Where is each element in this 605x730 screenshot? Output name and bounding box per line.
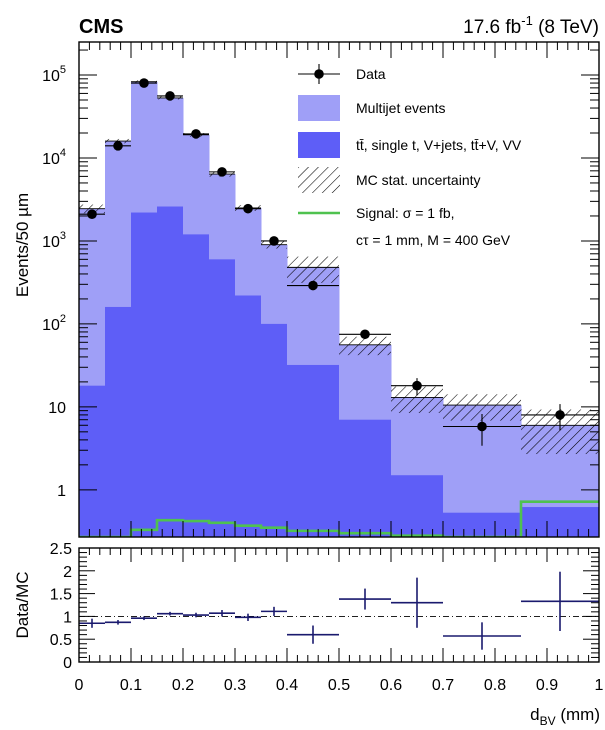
y-tick-label: 105	[42, 64, 66, 85]
main-histogram-stack	[79, 81, 599, 537]
x-tick-label: 0.7	[432, 677, 454, 694]
y-tick-label: 103	[42, 230, 66, 251]
data-point	[477, 421, 487, 432]
ttbar-bar	[235, 295, 262, 537]
legend: Data Multijet events tt̄, single t, V+jets…	[298, 64, 522, 248]
ratio-plot-frame	[78, 547, 600, 663]
legend-label: Multijet events	[356, 100, 445, 116]
y-tick-base: 10	[42, 234, 60, 251]
ttbar-bar	[339, 419, 392, 537]
data-point	[269, 236, 279, 246]
data-point	[308, 280, 318, 291]
ratio-y-tick-label: 1.5	[50, 587, 72, 604]
data-points	[79, 78, 599, 446]
data-point	[165, 91, 175, 101]
legend-ttbar-swatch	[298, 132, 340, 158]
ttbar-bar	[209, 259, 236, 537]
ratio-y-tick-label: 1	[63, 609, 72, 626]
y-tick-exp: 4	[60, 147, 66, 159]
ttbar-bar	[131, 212, 158, 537]
ttbar-bar	[391, 475, 444, 537]
legend-label: Signal: σ = 1 fb,	[356, 205, 455, 221]
data-point	[412, 380, 422, 391]
main-y-axis-label: Events/50 µm	[13, 193, 32, 297]
y-tick-label: 1	[57, 483, 66, 500]
y-tick-base: 10	[42, 151, 60, 168]
ttbar-bar	[261, 323, 288, 537]
y-tick-exp: 3	[60, 230, 66, 242]
ratio-y-tick-label: 2	[63, 564, 72, 581]
ratio-y-tick-label: 2.5	[50, 541, 72, 558]
x-tick-label: 0.9	[536, 677, 558, 694]
y-tick-base: 10	[42, 68, 60, 85]
data-point	[217, 167, 227, 177]
legend-label: Data	[356, 66, 386, 82]
ttbar-bar	[157, 206, 184, 537]
uncertainty-box	[287, 256, 339, 283]
legend-uncertainty-swatch	[298, 167, 340, 193]
ttbar-bar	[521, 507, 599, 537]
x-tick-label: 1	[595, 677, 604, 694]
legend-label: MC stat. uncertainty	[356, 172, 481, 188]
x-tick-label: 0.2	[172, 677, 194, 694]
data-point	[87, 209, 97, 220]
data-point	[243, 203, 253, 214]
x-axis-label: dBV (mm)	[530, 705, 600, 728]
luminosity-label: 17.6 fb-1 (8 TeV)	[463, 13, 599, 38]
x-tick-label: 0.1	[120, 677, 142, 694]
ttbar-bar	[443, 512, 522, 537]
ttbar-bar	[79, 385, 106, 537]
data-point	[360, 329, 370, 340]
ttbar-bar	[105, 306, 132, 537]
data-point	[139, 78, 149, 88]
data-point	[191, 129, 201, 139]
ttbar-bar	[287, 364, 340, 537]
legend-label: tt̄, single t, V+jets, tt̄+V, VV	[356, 137, 522, 153]
x-tick-label: 0.4	[276, 677, 298, 694]
y-tick-base: 1	[57, 483, 66, 500]
x-tick-label: 0.6	[380, 677, 402, 694]
data-point	[555, 410, 565, 420]
legend-label: cτ = 1 mm, M = 400 GeV	[356, 232, 511, 248]
y-tick-base: 10	[48, 400, 66, 417]
y-tick-base: 10	[42, 317, 60, 334]
y-tick-exp: 2	[60, 313, 66, 325]
y-tick-label: 10	[48, 400, 66, 417]
y-tick-label: 104	[42, 147, 66, 168]
legend-data-marker	[314, 69, 324, 79]
experiment-label: CMS	[79, 16, 123, 38]
y-tick-label: 102	[42, 313, 66, 334]
ratio-y-axis-label: Data/MC	[13, 571, 32, 638]
main-plot-frame	[78, 41, 600, 538]
ttbar-bar	[183, 234, 210, 537]
uncertainty-box	[339, 336, 391, 356]
x-tick-label: 0.8	[484, 677, 506, 694]
x-tick-label: 0.5	[328, 677, 350, 694]
legend-multijet-swatch	[298, 95, 340, 121]
ratio-y-tick-label: 0.5	[50, 632, 72, 649]
ratio-points	[79, 571, 599, 650]
ratio-y-tick-label: 0	[63, 655, 72, 672]
x-tick-label: 0.3	[224, 677, 246, 694]
y-tick-exp: 5	[60, 64, 66, 76]
data-point	[113, 141, 123, 151]
x-tick-label: 0	[75, 677, 84, 694]
